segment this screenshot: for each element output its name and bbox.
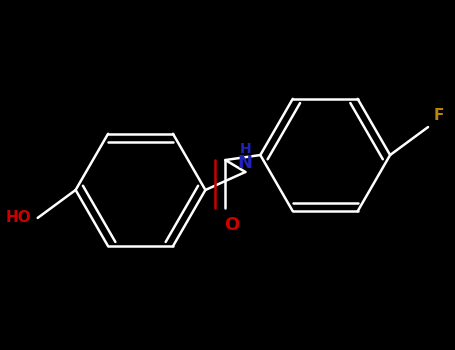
Text: F: F — [434, 108, 445, 123]
Text: H: H — [239, 142, 251, 156]
Text: N: N — [238, 154, 253, 172]
Text: O: O — [224, 216, 239, 234]
Text: HO: HO — [6, 210, 32, 225]
